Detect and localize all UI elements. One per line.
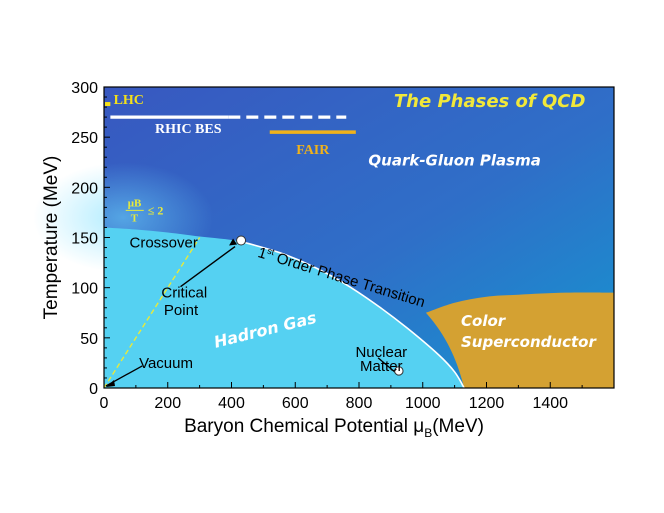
x-tick-label: 800 — [346, 395, 373, 412]
axes: 0 200 400 600 800 1000 1200 1400 0 50 100 150 200 250… — [41, 80, 615, 440]
y-tick-label: 250 — [71, 130, 98, 147]
x-tick-label: 1000 — [405, 395, 441, 412]
y-tick-label: 50 — [80, 331, 98, 348]
crossover-formula-den: T — [131, 212, 139, 224]
nuclear-label-line2: Matter — [360, 358, 403, 375]
rhic-bes-label: RHIC BES — [155, 122, 222, 137]
y-tick-label: 0 — [89, 381, 98, 398]
critical-label-line1: Critical — [161, 285, 207, 302]
vacuum-arrowhead — [106, 380, 115, 387]
y-tick-label: 300 — [71, 80, 98, 97]
critical-label-line2: Point — [164, 302, 199, 319]
nuclear-matter-marker — [394, 366, 404, 376]
y-tick-label: 200 — [71, 180, 98, 197]
lhc-label: LHC — [114, 93, 144, 108]
fair-label: FAIR — [296, 143, 330, 158]
crossover-formula-op: ≤ 2 — [148, 203, 164, 217]
y-tick-label: 150 — [71, 231, 98, 248]
critical-point-arrow — [180, 245, 236, 288]
x-tick-label: 400 — [218, 395, 245, 412]
y-axis-label: Temperature (MeV) — [41, 156, 62, 320]
x-tick-label: 0 — [100, 395, 109, 412]
nuclear-label-line1: Nuclear — [355, 344, 407, 361]
critical-point-arrowhead — [229, 238, 238, 246]
qgp-label: Quark-Gluon Plasma — [368, 151, 540, 169]
x-tick-label: 200 — [154, 395, 181, 412]
superconductor-label: Superconductor — [461, 333, 597, 351]
color-label: Color — [461, 312, 507, 330]
plot-area — [33, 87, 614, 389]
phase-boundary-line — [240, 240, 465, 389]
crossover-line — [103, 237, 201, 389]
vacuum-label: Vacuum — [139, 355, 193, 372]
x-tick-label: 1400 — [532, 395, 568, 412]
color-superconductor-region — [425, 292, 614, 388]
crossover-formula-num: μB — [128, 197, 142, 209]
x-tick-label: 600 — [282, 395, 309, 412]
hadron-gas-region — [104, 227, 465, 388]
crossover-label: Crossover — [130, 235, 198, 252]
nuclear-matter-arrow — [377, 357, 396, 373]
x-tick-label: 1200 — [469, 395, 505, 412]
chart-title: The Phases of QCD — [394, 91, 586, 112]
x-axis-label: Baryon Chemical Potential μB(MeV) — [184, 416, 484, 440]
y-tick-label: 100 — [71, 281, 98, 298]
critical-point-marker — [236, 235, 247, 246]
